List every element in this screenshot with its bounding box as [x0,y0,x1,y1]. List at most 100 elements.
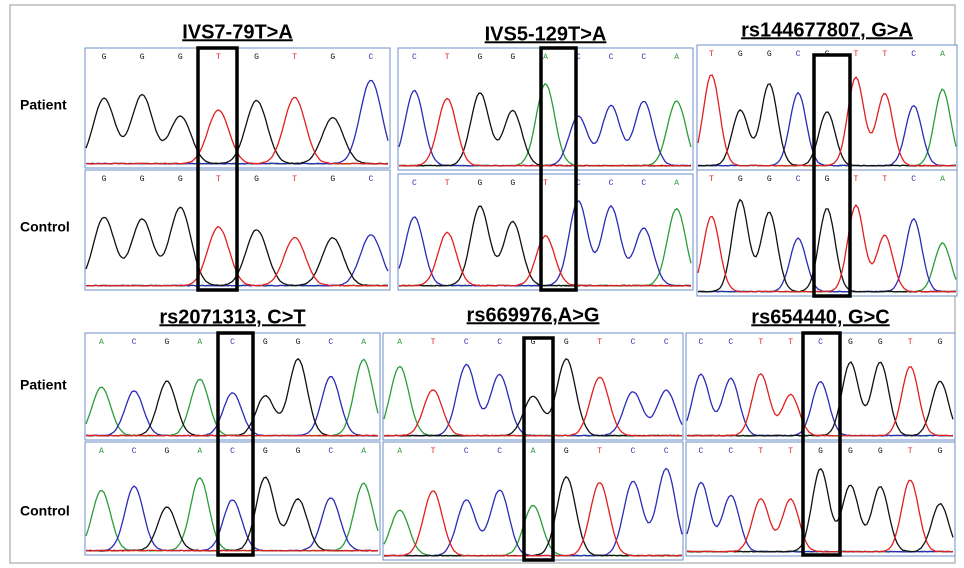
base-call: C [641,179,646,188]
base-call: G [478,53,483,62]
base-call: C [728,338,733,347]
base-call: T [216,175,221,184]
base-call: G [510,53,515,62]
base-call: A [940,50,945,59]
base-call: G [564,447,569,456]
base-call: T [758,447,763,456]
chromatogram-panel [686,442,955,556]
base-call: C [328,338,333,347]
chromatogram-panel [697,45,957,170]
base-call: G [254,53,259,62]
base-call: G [165,447,170,456]
base-call: T [292,175,297,184]
base-call: C [412,53,417,62]
base-call: G [767,50,772,59]
row-label: Control [20,219,70,235]
row-label: Control [20,503,70,519]
base-call: C [641,53,646,62]
base-call: T [853,50,858,59]
base-call: C [497,338,502,347]
base-call: G [878,338,883,347]
base-call: C [699,338,704,347]
base-call: A [197,338,202,347]
base-call: G [102,175,107,184]
base-call: C [664,338,669,347]
base-call: C [796,50,801,59]
base-call: G [848,338,853,347]
base-call: C [412,179,417,188]
base-call: C [464,338,469,347]
chromatogram-panel [85,442,380,555]
base-call: T [908,338,913,347]
panel-title: rs144677807, G>A [741,19,913,41]
base-call: A [397,338,402,347]
base-call: T [882,50,887,59]
base-call: T [216,53,221,62]
base-call: G [330,175,335,184]
panel-title: rs2071313, C>T [159,306,305,328]
base-call: C [497,447,502,456]
base-call: G [738,175,743,184]
base-call: A [674,179,679,188]
base-call: G [254,175,259,184]
base-call: T [597,447,602,456]
base-call: G [510,179,515,188]
base-call: G [938,447,943,456]
chromatogram-panel [697,170,957,296]
figure: Patient Control Patient Control IVS7-79T… [0,0,964,568]
chromatogram-panel [398,174,693,290]
base-call: C [369,53,374,62]
base-call: G [102,53,107,62]
base-call: T [908,447,913,456]
base-call: C [369,175,374,184]
panel-title: IVS7-79T>A [182,21,293,43]
base-call: T [597,338,602,347]
base-call: C [631,447,636,456]
base-call: T [445,53,450,62]
base-call: C [230,338,235,347]
base-call: G [848,447,853,456]
base-call: G [738,50,743,59]
base-call: T [788,447,793,456]
base-call: G [330,53,335,62]
base-call: G [178,53,183,62]
base-call: G [296,338,301,347]
base-call: T [882,175,887,184]
base-call: A [197,447,202,456]
trace [86,435,378,436]
base-call: C [230,447,235,456]
base-call: G [263,447,268,456]
panel-title: rs654440, G>C [751,306,889,328]
base-call: C [911,175,916,184]
base-call: T [709,50,714,59]
base-call: A [397,447,402,456]
base-call: C [464,447,469,456]
base-call: A [543,53,548,62]
base-call: C [664,447,669,456]
base-call: T [788,338,793,347]
chromatogram-panel [383,333,683,440]
base-call: C [132,447,137,456]
base-call: G [165,338,170,347]
row-label: Patient [20,377,67,393]
base-call: C [328,447,333,456]
base-call: A [361,447,366,456]
panel-title: rs669976,A>G [467,304,600,326]
base-call: G [825,175,830,184]
base-call: G [878,447,883,456]
base-call: C [609,179,614,188]
base-call: C [699,447,704,456]
base-call: G [478,179,483,188]
base-call: C [728,447,733,456]
base-call: T [431,338,436,347]
base-call: G [178,175,183,184]
base-call: G [564,338,569,347]
base-call: T [431,447,436,456]
base-call: T [543,179,548,188]
base-call: G [263,338,268,347]
base-call: A [99,447,104,456]
base-call: G [140,53,145,62]
base-call: G [818,447,823,456]
base-call: G [296,447,301,456]
base-call: G [938,338,943,347]
